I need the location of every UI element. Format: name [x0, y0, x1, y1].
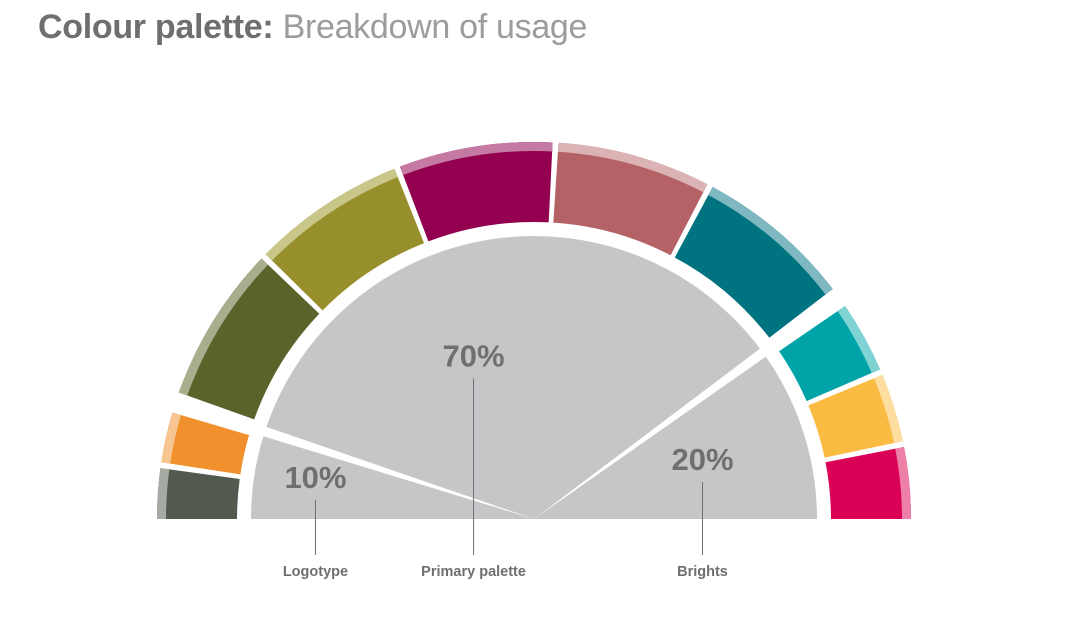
inner-slice-primary-palette	[266, 235, 761, 519]
slice-percent-label: 10%	[284, 460, 346, 495]
inner-slice-logotype	[251, 436, 534, 519]
ring-segment	[808, 374, 903, 458]
inner-pie	[251, 235, 818, 519]
outer-ring	[157, 142, 911, 519]
chart-title-bold: Colour palette:	[38, 8, 274, 46]
ring-segment	[265, 168, 425, 311]
slice-category-label: Primary palette	[421, 564, 526, 580]
ring-segment-highlight	[178, 258, 268, 396]
ring-segment	[157, 468, 240, 519]
slice-category-label: Brights	[677, 564, 728, 580]
ring-segment	[178, 258, 320, 420]
leader-lines	[314, 378, 703, 555]
ring-segment-highlight	[557, 142, 708, 193]
ring-segment-highlight	[265, 168, 398, 261]
slice-category-label: Logotype	[283, 564, 348, 580]
ring-segment	[825, 446, 911, 519]
ring-segment	[674, 187, 833, 338]
ring-segment-highlight	[161, 412, 181, 464]
ring-segment-highlight	[708, 187, 833, 295]
slice-percent-label: 20%	[671, 442, 733, 477]
ring-segment-highlight	[837, 306, 881, 373]
chart-labels: 10% Logotype 70% Primary palette 20% Brights	[283, 338, 734, 580]
chart-title-light: Breakdown of usage	[282, 8, 588, 46]
ring-segment-highlight	[874, 374, 903, 444]
ring-segment-highlight	[399, 142, 553, 176]
ring-segment-highlight	[895, 446, 911, 519]
ring-segment	[161, 412, 250, 475]
inner-slice-brights	[534, 356, 818, 519]
ring-segment	[399, 142, 553, 242]
slice-percent-label: 70%	[443, 338, 505, 373]
ring-segment-highlight	[157, 468, 170, 519]
chart-title: Colour palette: Breakdown of usage	[38, 8, 587, 47]
